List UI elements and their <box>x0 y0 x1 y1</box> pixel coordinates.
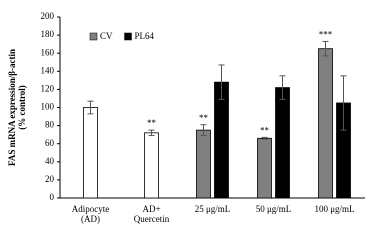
significance-label: ** <box>199 113 209 123</box>
y-axis-label: (% control) <box>17 85 27 130</box>
legend-label: PL64 <box>135 31 155 41</box>
x-tick-label: Quercetin <box>134 214 170 224</box>
y-tick-label: 40 <box>45 156 55 166</box>
x-tick-label: 25 μg/mL <box>195 204 231 214</box>
bar <box>257 137 272 199</box>
y-tick-label: 100 <box>41 102 55 112</box>
legend-label: CV <box>100 31 113 41</box>
y-tick-label: 60 <box>45 138 55 148</box>
bar <box>83 107 98 199</box>
y-tick-label: 180 <box>41 29 55 39</box>
x-tick-label: 100 μg/mL <box>314 204 354 214</box>
significance-label: ** <box>147 118 157 128</box>
y-tick-label: 20 <box>45 174 55 184</box>
bar <box>196 129 211 199</box>
legend-swatch <box>89 32 98 41</box>
y-tick-label: 0 <box>50 192 55 202</box>
bar <box>318 48 333 199</box>
y-tick-label: 80 <box>45 120 55 130</box>
y-tick-label: 120 <box>41 83 55 93</box>
x-tick-label: Adipocyte <box>72 204 110 214</box>
x-tick-label: (AD) <box>81 214 100 224</box>
y-tick-label: 140 <box>41 65 55 75</box>
bar <box>275 87 290 199</box>
y-tick-label: 200 <box>41 11 55 21</box>
x-tick-label: AD+ <box>142 204 160 214</box>
y-axis-label: FAS mRNA expression/β-actin <box>7 49 17 166</box>
legend-swatch <box>124 32 132 41</box>
x-tick-label: 50 μg/mL <box>256 204 292 214</box>
y-tick-label: 160 <box>41 47 55 57</box>
significance-label: *** <box>319 29 333 39</box>
bar <box>144 132 159 199</box>
significance-label: ** <box>260 125 270 135</box>
